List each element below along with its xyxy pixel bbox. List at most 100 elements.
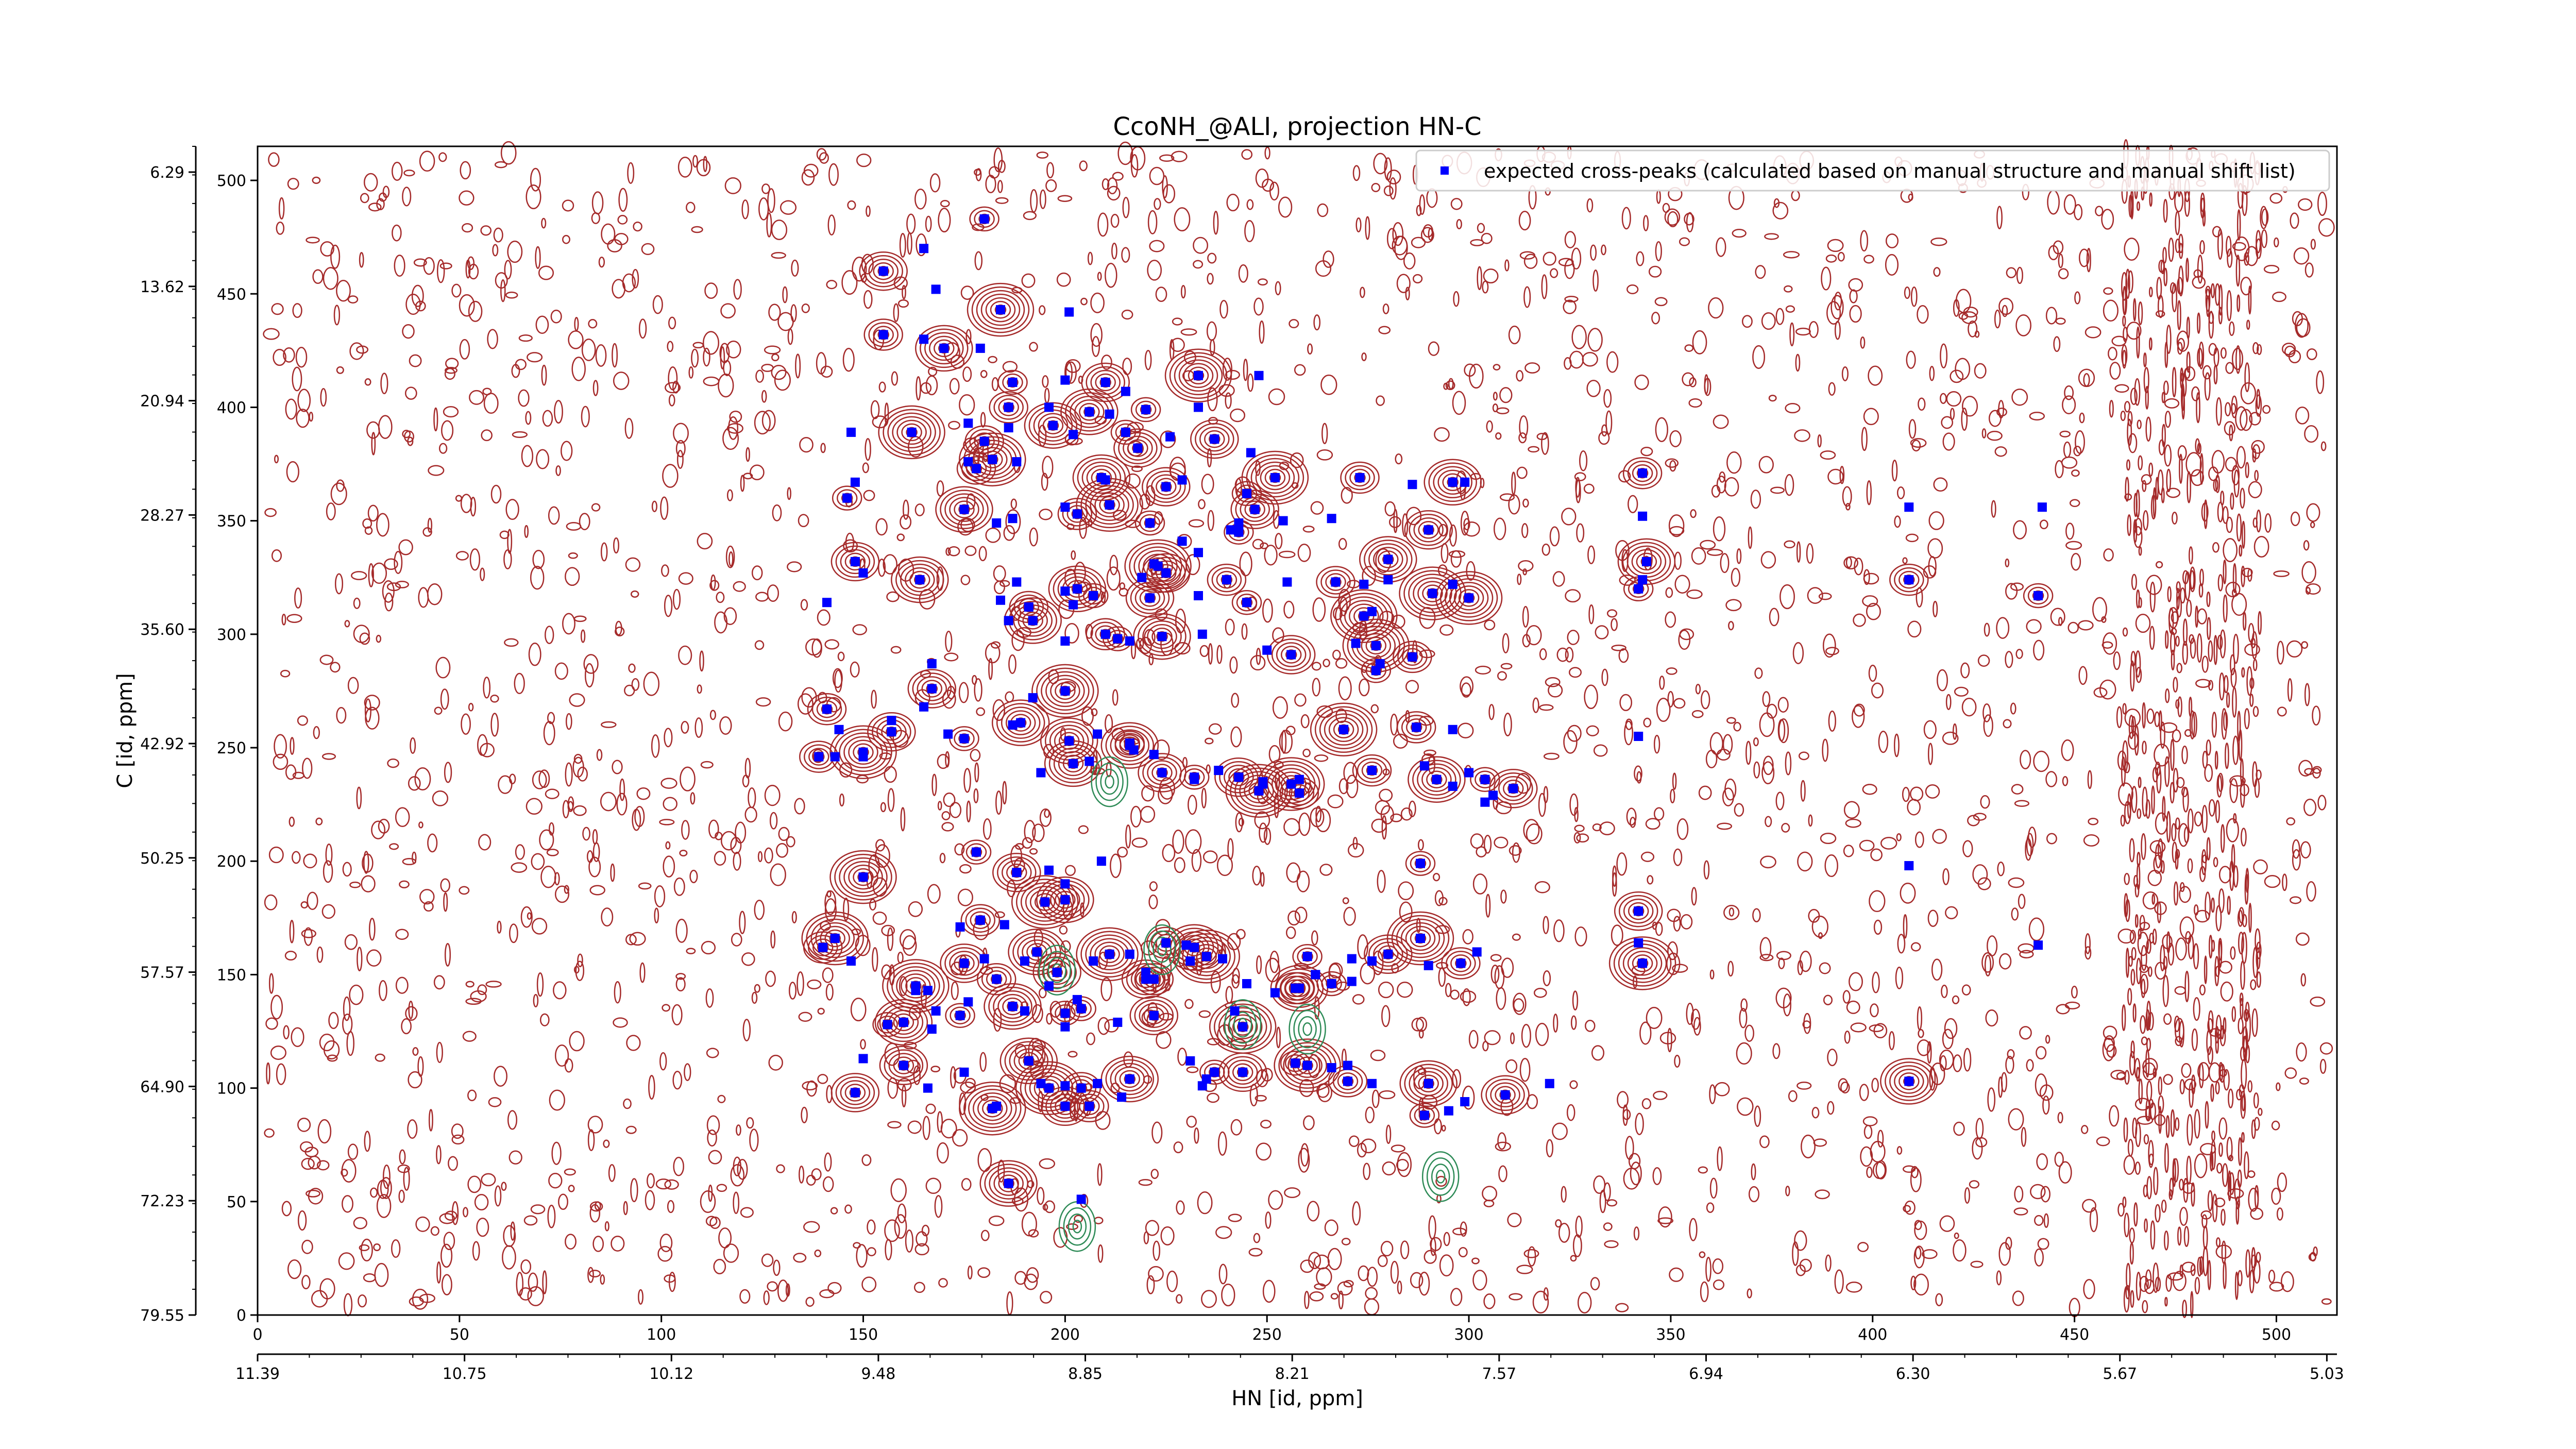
noise-contour bbox=[2306, 503, 2320, 522]
noise-contour bbox=[2138, 777, 2142, 788]
peak-contour bbox=[1142, 620, 1182, 653]
peak-contour bbox=[891, 556, 949, 603]
noise-contour bbox=[805, 638, 822, 656]
noise-contour bbox=[995, 197, 1009, 204]
noise-contour bbox=[1191, 849, 1202, 872]
noise-contour bbox=[2042, 1096, 2050, 1115]
noise-contour bbox=[764, 784, 781, 806]
expected-cross-peak bbox=[1060, 1081, 1070, 1091]
noise-contour bbox=[2271, 1187, 2281, 1205]
noise-contour bbox=[483, 677, 491, 699]
noise-contour bbox=[1784, 540, 1795, 549]
noise-contour bbox=[1940, 393, 1947, 404]
noise-contour bbox=[1866, 480, 1872, 506]
peak-contour bbox=[1899, 1072, 1920, 1090]
y-axis-label: C [id, ppm] bbox=[113, 673, 137, 788]
noise-contour bbox=[1259, 822, 1268, 843]
noise-contour bbox=[2218, 940, 2223, 968]
noise-contour bbox=[1417, 839, 1424, 851]
noise-contour bbox=[2191, 1028, 2198, 1051]
noise-contour bbox=[1275, 533, 1283, 549]
noise-contour bbox=[1628, 495, 1638, 513]
noise-contour bbox=[651, 500, 657, 512]
noise-contour bbox=[1379, 1090, 1396, 1100]
noise-contour bbox=[323, 1040, 340, 1059]
noise-contour bbox=[1679, 628, 1694, 641]
noise-contour bbox=[2081, 1125, 2089, 1134]
noise-contour bbox=[342, 1013, 353, 1035]
noise-contour bbox=[2214, 751, 2218, 770]
peak-contour bbox=[832, 485, 862, 511]
expected-cross-peak bbox=[1060, 895, 1070, 905]
noise-contour bbox=[266, 1062, 270, 1085]
noise-contour bbox=[1569, 793, 1579, 816]
noise-contour bbox=[881, 924, 895, 936]
noise-contour bbox=[2102, 1037, 2115, 1062]
noise-contour bbox=[2154, 711, 2160, 728]
noise-contour bbox=[2199, 984, 2206, 996]
noise-contour bbox=[654, 907, 659, 924]
noise-contour bbox=[1365, 216, 1370, 240]
peak-contour bbox=[1086, 465, 1117, 491]
negative-contour bbox=[1067, 1213, 1087, 1240]
peak-contour bbox=[1494, 772, 1533, 805]
noise-contour bbox=[761, 1253, 774, 1267]
noise-contour bbox=[2155, 843, 2162, 869]
noise-contour bbox=[2136, 589, 2140, 609]
noise-contour bbox=[1712, 1258, 1724, 1274]
noise-contour bbox=[2228, 1088, 2234, 1108]
noise-contour bbox=[675, 440, 686, 458]
noise-contour bbox=[1314, 754, 1329, 762]
noise-contour bbox=[2248, 285, 2252, 315]
noise-contour bbox=[1753, 737, 1759, 747]
noise-contour bbox=[580, 629, 586, 643]
noise-contour bbox=[412, 851, 417, 864]
peak-contour bbox=[992, 852, 1041, 892]
noise-contour bbox=[948, 420, 960, 430]
noise-contour bbox=[1294, 906, 1308, 923]
noise-contour bbox=[2127, 793, 2131, 819]
noise-contour bbox=[273, 753, 289, 770]
noise-contour bbox=[402, 429, 411, 439]
noise-contour bbox=[2122, 740, 2129, 773]
noise-contour bbox=[1760, 551, 1776, 569]
noise-contour bbox=[1646, 1006, 1663, 1029]
peak-contour bbox=[1344, 600, 1384, 632]
noise-contour bbox=[1294, 693, 1307, 707]
noise-contour bbox=[678, 645, 692, 665]
noise-contour bbox=[1824, 854, 1838, 878]
noise-contour bbox=[872, 877, 888, 897]
expected-cross-peak bbox=[2033, 591, 2043, 600]
noise-contour bbox=[347, 1143, 359, 1160]
expected-cross-peak bbox=[1177, 475, 1187, 485]
peak-contour bbox=[1386, 911, 1454, 966]
noise-contour bbox=[913, 1065, 921, 1085]
noise-contour bbox=[949, 378, 960, 395]
noise-contour bbox=[545, 788, 560, 799]
peak-contour bbox=[1002, 860, 1032, 885]
noise-contour bbox=[2187, 471, 2192, 503]
noise-contour bbox=[1166, 1270, 1178, 1292]
noise-contour bbox=[1231, 693, 1240, 708]
y-tick-label: 450 bbox=[217, 285, 246, 304]
noise-contour bbox=[2190, 469, 2205, 486]
noise-contour bbox=[1827, 1101, 1835, 1115]
peak-contour bbox=[1234, 771, 1283, 811]
noise-contour bbox=[634, 806, 645, 828]
noise-contour bbox=[395, 976, 409, 994]
noise-contour bbox=[2171, 823, 2177, 842]
expected-cross-peak bbox=[1448, 781, 1458, 791]
noise-contour bbox=[1762, 755, 1774, 776]
noise-contour bbox=[2011, 389, 2028, 406]
noise-contour bbox=[2130, 387, 2138, 406]
noise-contour bbox=[1699, 1251, 1706, 1258]
noise-contour bbox=[415, 1216, 430, 1232]
noise-contour bbox=[2065, 541, 2082, 550]
noise-contour bbox=[877, 559, 886, 577]
noise-contour bbox=[931, 773, 937, 796]
noise-contour bbox=[2284, 1067, 2297, 1079]
noise-contour bbox=[1534, 881, 1550, 894]
expected-cross-peak bbox=[1149, 1010, 1159, 1020]
noise-contour bbox=[2152, 928, 2157, 945]
noise-contour bbox=[363, 851, 369, 874]
